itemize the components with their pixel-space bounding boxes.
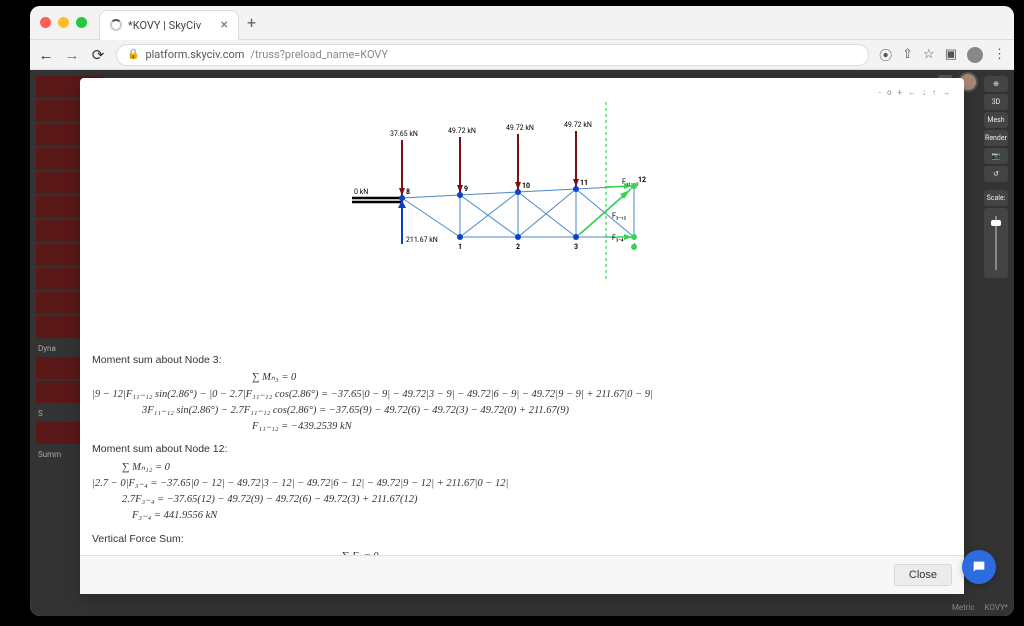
svg-text:49.72 kN: 49.72 kN (448, 127, 476, 135)
section-title: Moment sum about Node 3: (92, 352, 952, 368)
results-modal: 0 kN 211.67 kN 37.65 kN 49.72 kN 49.72 kN 49.… (80, 78, 964, 594)
zoom-icon[interactable]: ⦿ (879, 45, 892, 64)
url-host: platform.skyciv.com (145, 48, 244, 61)
chat-bubble-button[interactable] (962, 550, 996, 584)
window-minimize-icon[interactable] (58, 17, 69, 28)
modal-body: 0 kN 211.67 kN 37.65 kN 49.72 kN 49.72 kN 49.… (80, 78, 964, 555)
menu-icon[interactable]: ⋮ (993, 47, 1006, 62)
back-button[interactable]: ← (38, 46, 54, 64)
reload-button[interactable]: ⟳ (90, 46, 106, 64)
share-icon[interactable]: ⇧ (902, 47, 913, 62)
equation-result: F₃₋₄ = 441.9556 kN (92, 508, 952, 524)
lock-icon: 🔒 (127, 49, 139, 60)
scale-label: Scale: (984, 190, 1008, 206)
equation: ∑ Mₙ₁₂ = 0 (92, 460, 952, 476)
tool-button[interactable]: ↺ (984, 166, 1008, 182)
svg-text:F₃₋₁₂: F₃₋₁₂ (612, 212, 627, 220)
extensions-icon[interactable]: ▣ (945, 47, 957, 62)
svg-text:9: 9 (464, 185, 468, 193)
tool-button[interactable]: Mesh (984, 112, 1008, 128)
titlebar: *KOVY | SkyCiv × + (30, 6, 1014, 40)
equation: 3F₁₁₋₁₂ sin(2.86°) − 2.7F₁₁₋₁₂ cos(2.86°… (92, 403, 952, 419)
tab-title: *KOVY | SkyCiv (128, 19, 201, 32)
new-tab-button[interactable]: + (247, 13, 256, 32)
svg-text:12: 12 (638, 176, 646, 184)
units-label[interactable]: Metric (952, 603, 975, 612)
window-zoom-icon[interactable] (76, 17, 87, 28)
sidebar-right: ⊕ 3D Mesh Render 📷 ↺ Scale: (984, 76, 1008, 278)
view-controls[interactable]: - o + ← ↓ ↑ → (879, 88, 952, 97)
tool-button[interactable]: Render (984, 130, 1008, 146)
svg-text:49.72 kN: 49.72 kN (506, 124, 534, 132)
profile-avatar-icon[interactable] (967, 47, 983, 63)
forward-button[interactable]: → (64, 46, 80, 64)
svg-text:0 kN: 0 kN (354, 188, 368, 196)
equation: |2.7 − 0|F₃₋₄ = −37.65|0 − 12| − 49.72|3… (92, 476, 952, 492)
browser-window: *KOVY | SkyCiv × + ← → ⟳ 🔒 platform.skyc… (30, 6, 1014, 616)
svg-text:49.72 kN: 49.72 kN (564, 121, 592, 129)
url-path: /truss?preload_name=KOVY (250, 48, 388, 61)
equation: 2.7F₃₋₄ = −37.65(12) − 49.72(9) − 49.72(… (92, 492, 952, 508)
svg-text:1: 1 (458, 243, 462, 251)
browser-tab[interactable]: *KOVY | SkyCiv × (99, 10, 239, 40)
truss-diagram: 0 kN 211.67 kN 37.65 kN 49.72 kN 49.72 kN 49.… (292, 82, 752, 312)
section-title: Vertical Force Sum: (92, 531, 952, 547)
window-controls[interactable] (40, 17, 87, 28)
equation: ∑ Mₙ₃ = 0 (92, 370, 952, 386)
address-bar: ← → ⟳ 🔒 platform.skyciv.com/truss?preloa… (30, 40, 1014, 70)
svg-text:F₃₋₄: F₃₋₄ (612, 234, 624, 242)
tool-button[interactable]: ⊕ (984, 76, 1008, 92)
window-close-icon[interactable] (40, 17, 51, 28)
app-footer: Metric KOVY* (952, 603, 1008, 612)
model-name: KOVY* (985, 603, 1008, 612)
equation: ∑ Fᵧ = 0 (92, 549, 952, 555)
svg-text:8: 8 (406, 188, 410, 196)
svg-text:2: 2 (516, 243, 520, 251)
equation: |9 − 12|F₁₁₋₁₂ sin(2.86°) − |0 − 2.7|F₁₁… (92, 387, 952, 403)
section-title: Moment sum about Node 12: (92, 441, 952, 457)
svg-text:37.65 kN: 37.65 kN (390, 130, 418, 138)
svg-text:10: 10 (522, 182, 530, 190)
close-button[interactable]: Close (894, 564, 952, 586)
loading-spinner-icon (110, 19, 122, 31)
tab-close-button[interactable]: × (221, 18, 228, 32)
tool-button[interactable]: 📷 (984, 148, 1008, 164)
svg-text:11: 11 (580, 179, 588, 187)
calculations-block: Moment sum about Node 3: ∑ Mₙ₃ = 0 |9 − … (92, 346, 952, 555)
bookmark-icon[interactable]: ☆ (923, 47, 935, 62)
url-input[interactable]: 🔒 platform.skyciv.com/truss?preload_name… (116, 44, 869, 66)
svg-text:211.67 kN: 211.67 kN (406, 236, 438, 244)
svg-text:3: 3 (574, 243, 578, 251)
scale-slider[interactable] (984, 208, 1008, 278)
chat-icon (971, 559, 987, 575)
tool-button[interactable]: 3D (984, 94, 1008, 110)
modal-footer: Close (80, 555, 964, 594)
equation-result: F₁₁₋₁₂ = −439.2539 kN (92, 419, 952, 435)
